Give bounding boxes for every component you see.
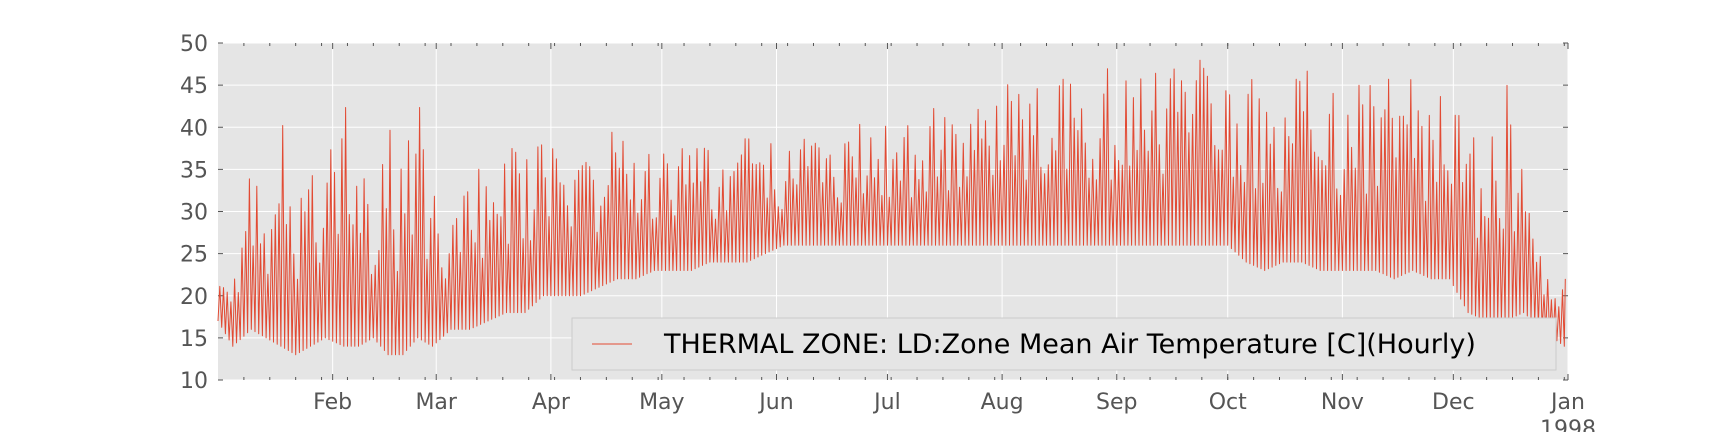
y-axis: 10 15 20 25 30 35 40 45 50 [180,32,1568,394]
y-tick-label: 30 [180,201,208,226]
x-tick-label: Jan [1549,390,1585,415]
y-tick-label: 20 [180,285,208,310]
x-tick-label: Oct [1209,390,1247,415]
legend-label: THERMAL ZONE: LD:Zone Mean Air Temperatu… [663,329,1476,360]
y-tick-label: 50 [180,32,208,57]
x-tick-label: Nov [1321,390,1364,415]
x-axis: Feb Mar Apr May Jun Jul Aug Sep Oct Nov Dec Jan 1998 [243,43,1596,432]
legend-box [571,317,1557,371]
y-tick-label: 10 [180,369,208,394]
series-layer [217,59,1566,356]
x-tick-label: Jul [872,390,901,415]
y-tick-label: 35 [180,158,208,183]
x-tick-label: May [639,390,684,415]
x-tick-label: Sep [1096,390,1137,415]
legend: THERMAL ZONE: LD:Zone Mean Air Temperatu… [571,317,1557,371]
y-tick-label: 25 [180,243,208,268]
x-tick-label: Feb [313,390,352,415]
y-tick-label: 45 [180,74,208,99]
x-tick-label: Mar [415,390,457,415]
y-tick-label: 15 [180,327,208,352]
y-tick-label: 40 [180,116,208,141]
x-tick-label: Dec [1432,390,1475,415]
x-year-label: 1998 [1540,417,1596,432]
x-tick-label: Apr [532,390,571,415]
series-line [217,59,1566,356]
x-tick-label: Jun [757,390,793,415]
x-tick-label: Aug [981,390,1024,415]
